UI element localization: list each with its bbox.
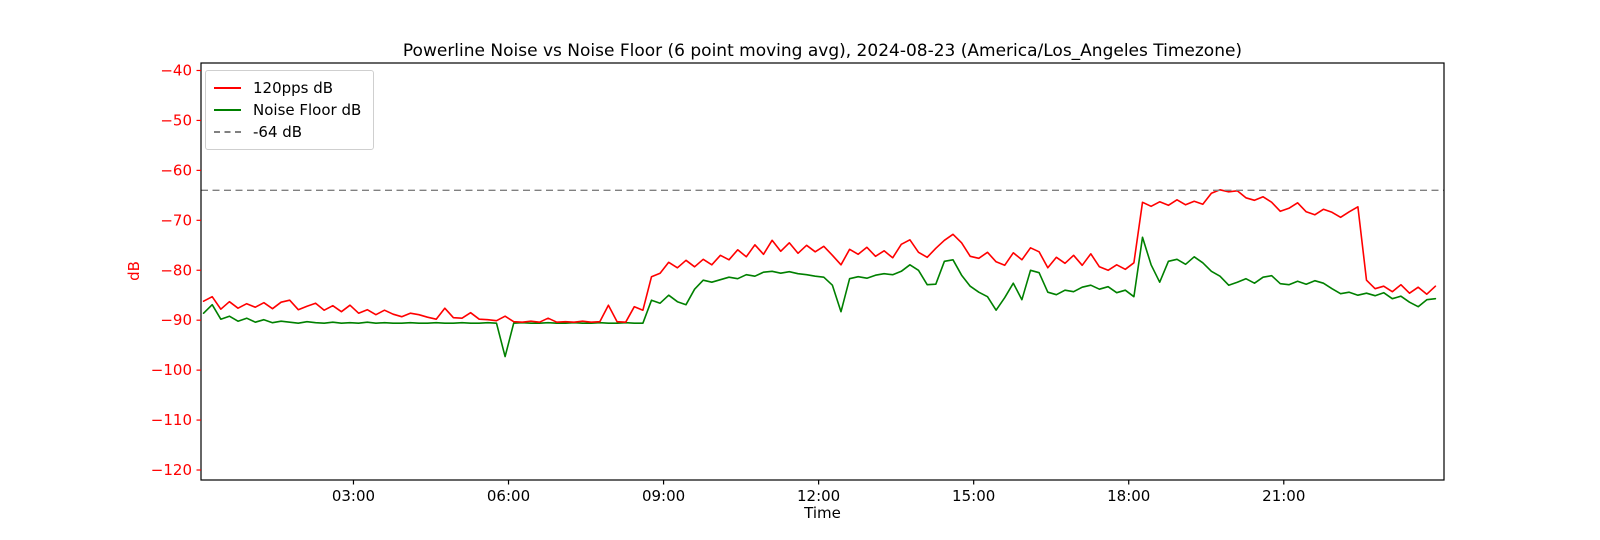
x-axis-label: Time xyxy=(804,504,841,522)
y-tick-label: −70 xyxy=(160,211,192,229)
x-tick-label: 21:00 xyxy=(1262,487,1305,505)
legend-label-120pps: 120pps dB xyxy=(253,79,334,97)
x-tick-label: 18:00 xyxy=(1107,487,1150,505)
y-tick-label: −110 xyxy=(151,411,192,429)
y-axis-label: dB xyxy=(124,261,143,281)
plot-border xyxy=(200,62,1445,481)
x-tick-label: 03:00 xyxy=(332,487,375,505)
chart-title: Powerline Noise vs Noise Floor (6 point … xyxy=(402,41,1243,61)
y-tick-label: −50 xyxy=(160,111,192,129)
legend-item-120pps: 120pps dB xyxy=(214,77,361,99)
series-line-120pps-db xyxy=(202,189,1437,324)
x-tick-label: 15:00 xyxy=(952,487,995,505)
y-tick-label: −120 xyxy=(151,461,192,479)
x-tick-label: 09:00 xyxy=(642,487,685,505)
y-tick-label: −60 xyxy=(160,161,192,179)
legend-item-threshold: -64 dB xyxy=(214,121,361,143)
green-line-swatch xyxy=(214,109,241,111)
series-line-noise-floor-db xyxy=(202,236,1437,358)
x-tick-label: 06:00 xyxy=(487,487,530,505)
legend-label-threshold: -64 dB xyxy=(253,123,303,141)
legend-label-noise-floor: Noise Floor dB xyxy=(253,101,362,119)
dashed-line-swatch xyxy=(214,131,241,133)
red-line-swatch xyxy=(214,87,241,89)
legend: 120pps dB Noise Floor dB -64 dB xyxy=(205,70,375,150)
y-tick-label: −80 xyxy=(160,261,192,279)
y-tick-label: −40 xyxy=(160,61,192,79)
y-tick-label: −100 xyxy=(151,361,192,379)
x-tick-label: 12:00 xyxy=(797,487,840,505)
legend-item-noise-floor: Noise Floor dB xyxy=(214,99,361,121)
y-tick-label: −90 xyxy=(160,311,192,329)
